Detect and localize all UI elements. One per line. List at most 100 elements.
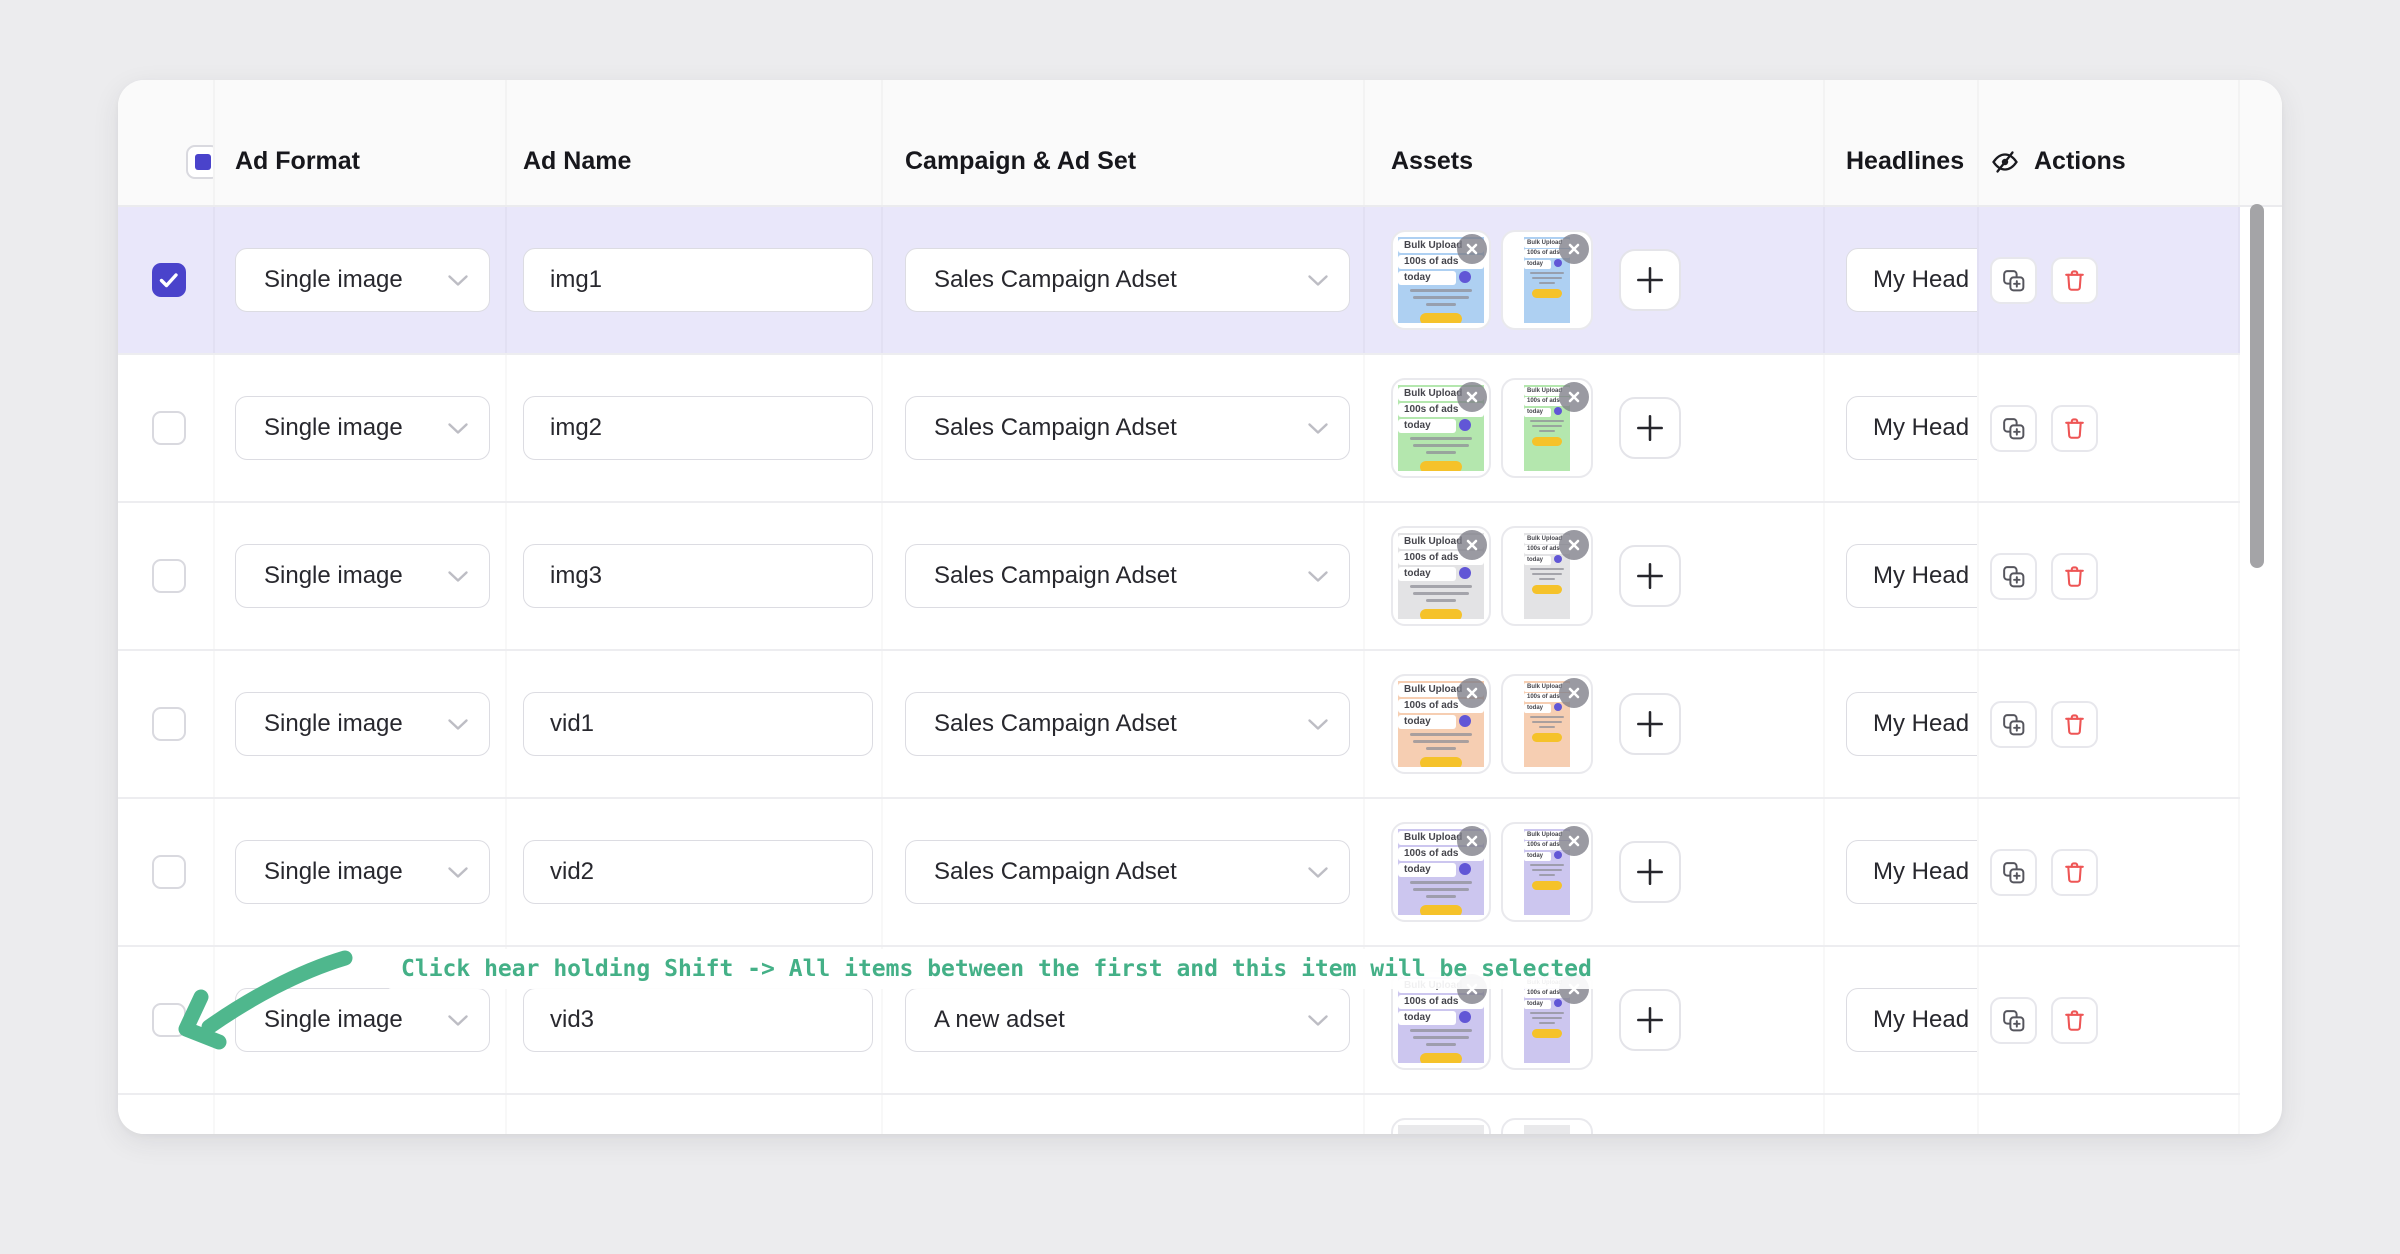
ad-format-select[interactable]: Single image (235, 988, 490, 1052)
assets-cell: Bulk Upload 100s of ads today Bulk Uploa… (1365, 207, 1825, 353)
remove-asset-button[interactable] (1457, 678, 1487, 708)
asset-thumbnail-square[interactable]: Bulk Upload 100s of ads today (1391, 822, 1491, 922)
campaign-adset-select[interactable]: A new adset (905, 988, 1350, 1052)
plus-icon (1637, 711, 1663, 737)
table-header: Ad Format Ad Name Campaign & Ad Set Asse… (118, 80, 2282, 207)
x-icon (1466, 539, 1478, 551)
asset-thumbnail-portrait[interactable]: Bulk Upload 100s of ads today (1501, 378, 1593, 478)
delete-button[interactable] (2051, 700, 2098, 748)
asset-thumbnail-portrait[interactable]: Bulk Upload 100s of ads today (1501, 674, 1593, 774)
campaign-adset-select[interactable]: Sales Campaign Adset (905, 248, 1350, 312)
remove-asset-button[interactable] (1457, 530, 1487, 560)
remove-asset-button[interactable] (1559, 826, 1589, 856)
row-checkbox[interactable] (152, 707, 186, 741)
ad-format-select[interactable]: Single image (235, 692, 490, 756)
asset-thumbnail-portrait[interactable]: Bulk Upload 100s of ads today (1501, 822, 1593, 922)
mock-text-line (1426, 1043, 1456, 1046)
campaign-adset-value: Sales Campaign Adset (934, 710, 1177, 737)
hide-column-button[interactable] (1991, 148, 2019, 176)
row-checkbox[interactable] (152, 559, 186, 593)
mock-dot (1554, 999, 1562, 1008)
copy-plus-icon (2003, 861, 2025, 883)
remove-asset-button[interactable] (1457, 234, 1487, 264)
table-row: Single image vid1 Sales Campaign Adset B… (118, 651, 2240, 799)
header-actions: Actions (1979, 80, 2240, 205)
ad-format-select[interactable]: Single image (235, 544, 490, 608)
remove-asset-button[interactable] (1457, 382, 1487, 412)
x-icon (1568, 243, 1580, 255)
table-body: Single image img1 Sales Campaign Adset B… (118, 207, 2282, 1134)
ad-format-select[interactable]: Single image (235, 840, 490, 904)
duplicate-button[interactable] (1990, 996, 2037, 1044)
campaign-adset-select[interactable]: Sales Campaign Adset (905, 544, 1350, 608)
delete-button[interactable] (2051, 256, 2098, 304)
duplicate-button[interactable] (1990, 404, 2037, 452)
add-asset-button[interactable] (1619, 693, 1681, 755)
row-checkbox[interactable] (152, 855, 186, 889)
assets-cell: Bulk Upload 100s of ads today Bulk Uploa… (1365, 651, 1825, 797)
asset-thumbnail-square[interactable]: Bulk Upload 100s of ads today (1391, 378, 1491, 478)
duplicate-button[interactable] (1990, 256, 2037, 304)
ad-name-input[interactable]: vid2 (523, 840, 873, 904)
remove-asset-button[interactable] (1559, 530, 1589, 560)
asset-thumbnail-square[interactable]: Bulk Upload 100s of ads today (1391, 230, 1491, 330)
remove-asset-button[interactable] (1457, 826, 1487, 856)
row-checkbox[interactable] (152, 411, 186, 445)
headline-input[interactable]: My Head (1846, 988, 1977, 1052)
ad-format-cell: Single image (215, 799, 507, 945)
x-icon (1466, 243, 1478, 255)
chevron-down-icon (1308, 1014, 1328, 1026)
ad-format-select[interactable]: Single image (235, 396, 490, 460)
asset-thumbnail-square[interactable]: Bulk Upload 100s of ads today (1391, 674, 1491, 774)
add-asset-button[interactable] (1619, 545, 1681, 607)
campaign-adset-select[interactable]: Sales Campaign Adset (905, 396, 1350, 460)
mock-dot (1459, 567, 1471, 579)
headlines-cell: My Head (1825, 207, 1979, 353)
headline-input[interactable]: My Head (1846, 248, 1977, 312)
header-ad-name: Ad Name (507, 80, 883, 205)
vertical-scrollbar-thumb[interactable] (2250, 204, 2264, 568)
campaign-adset-select[interactable]: Sales Campaign Adset (905, 692, 1350, 756)
asset-thumbnail-portrait[interactable]: Bulk Upload 100s of ads today (1501, 526, 1593, 626)
ad-name-input[interactable]: img3 (523, 544, 873, 608)
headline-input[interactable]: My Head (1846, 692, 1977, 756)
asset-thumbnail-square[interactable]: Bulk Upload 100s of ads today (1391, 526, 1491, 626)
duplicate-button[interactable] (1990, 848, 2037, 896)
ad-name-cell (507, 1095, 883, 1134)
headline-input[interactable]: My Head (1846, 544, 1977, 608)
mock-text-line (1426, 895, 1456, 898)
ad-name-input[interactable]: vid1 (523, 692, 873, 756)
headline-input[interactable]: My Head (1846, 396, 1977, 460)
mock-text-line (1539, 281, 1555, 284)
add-asset-button[interactable] (1619, 841, 1681, 903)
ad-name-input[interactable]: vid3 (523, 988, 873, 1052)
headline-input[interactable]: My Head (1846, 840, 1977, 904)
ad-name-input[interactable]: img2 (523, 396, 873, 460)
add-asset-button[interactable] (1619, 989, 1681, 1051)
duplicate-button[interactable] (1990, 552, 2037, 600)
asset-thumbnail-portrait[interactable]: Bulk Upload 100s of ads today (1501, 1118, 1593, 1134)
ad-format-select[interactable]: Single image (235, 248, 490, 312)
asset-thumbnail-square[interactable]: Bulk Upload 100s of ads today (1391, 1118, 1491, 1134)
delete-button[interactable] (2051, 552, 2098, 600)
remove-asset-button[interactable] (1559, 234, 1589, 264)
header-assets: Assets (1365, 80, 1825, 205)
delete-button[interactable] (2051, 404, 2098, 452)
delete-button[interactable] (2051, 996, 2098, 1044)
ad-name-input[interactable]: img1 (523, 248, 873, 312)
chevron-down-icon (1308, 866, 1328, 878)
delete-button[interactable] (2051, 848, 2098, 896)
campaign-adset-select[interactable]: Sales Campaign Adset (905, 840, 1350, 904)
add-asset-button[interactable] (1619, 397, 1681, 459)
add-asset-button[interactable] (1619, 249, 1681, 311)
asset-thumbnail-portrait[interactable]: Bulk Upload 100s of ads today (1501, 230, 1593, 330)
select-all-checkbox[interactable] (186, 144, 213, 179)
row-checkbox[interactable] (152, 263, 186, 297)
row-checkbox[interactable] (152, 1003, 186, 1037)
header-actions-label: Actions (2034, 147, 2126, 175)
remove-asset-button[interactable] (1559, 382, 1589, 412)
remove-asset-button[interactable] (1559, 678, 1589, 708)
duplicate-button[interactable] (1990, 700, 2037, 748)
mock-cta-button (1532, 584, 1562, 594)
row-select-cell (118, 503, 215, 649)
